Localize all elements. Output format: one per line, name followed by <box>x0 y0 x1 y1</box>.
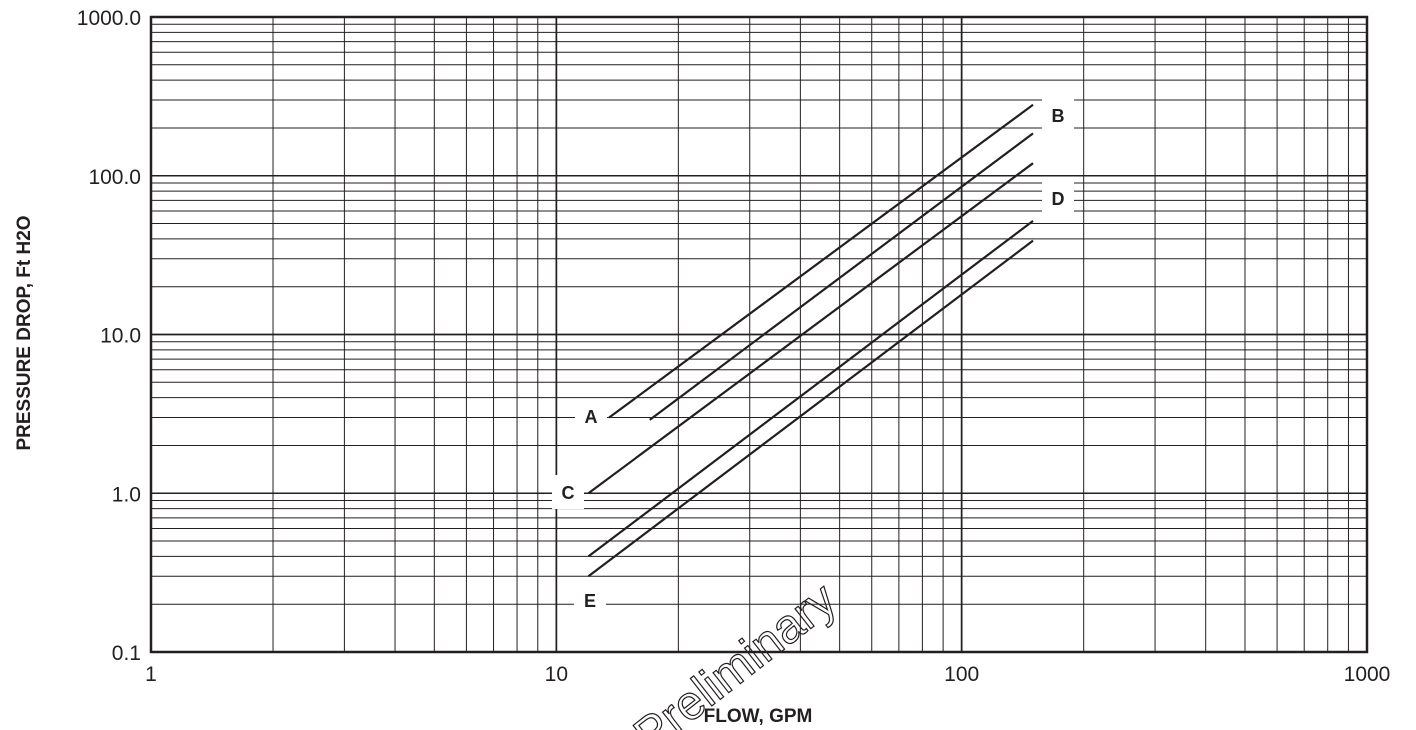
series-label-b: B <box>1052 106 1065 126</box>
y-tick-labels: 0.1 1.0 10.0 100.0 1000.0 <box>77 7 141 665</box>
series-label-a: A <box>585 407 598 427</box>
series-label-box-a <box>575 399 607 433</box>
series-labels: A B C D E <box>552 98 1074 617</box>
y-tick-label: 1.0 <box>112 483 141 506</box>
series-label-c: C <box>562 483 575 503</box>
series-line-c <box>587 162 1034 495</box>
x-tick-label: 1000 <box>1344 663 1391 686</box>
y-axis-title: PRESSURE DROP, Ft H2O <box>14 215 35 450</box>
y-tick-label: 10.0 <box>100 325 141 348</box>
x-axis-title: FLOW, GPM <box>704 706 813 727</box>
plot-frame <box>149 15 1369 654</box>
series-line-b <box>649 132 1034 421</box>
series-label-box-e <box>574 583 606 617</box>
y-tick-label: 1000.0 <box>77 7 141 30</box>
series-label-box-c <box>552 475 584 509</box>
y-tick-label: 100.0 <box>88 166 141 189</box>
series-label-box-b <box>1042 98 1074 132</box>
y-tick-label: 0.1 <box>112 642 141 665</box>
series-label-d: D <box>1052 189 1065 209</box>
series-label-e: E <box>584 591 596 611</box>
x-tick-labels: 1 10 100 1000 <box>145 663 1390 686</box>
series-lines <box>587 103 1034 578</box>
x-tick-label: 100 <box>944 663 979 686</box>
series-line-d <box>587 219 1034 558</box>
series-line-a <box>608 103 1034 419</box>
x-tick-label: 10 <box>545 663 568 686</box>
series-label-box-d <box>1042 181 1074 215</box>
x-tick-label: 1 <box>145 663 157 686</box>
series-line-e <box>587 239 1034 578</box>
